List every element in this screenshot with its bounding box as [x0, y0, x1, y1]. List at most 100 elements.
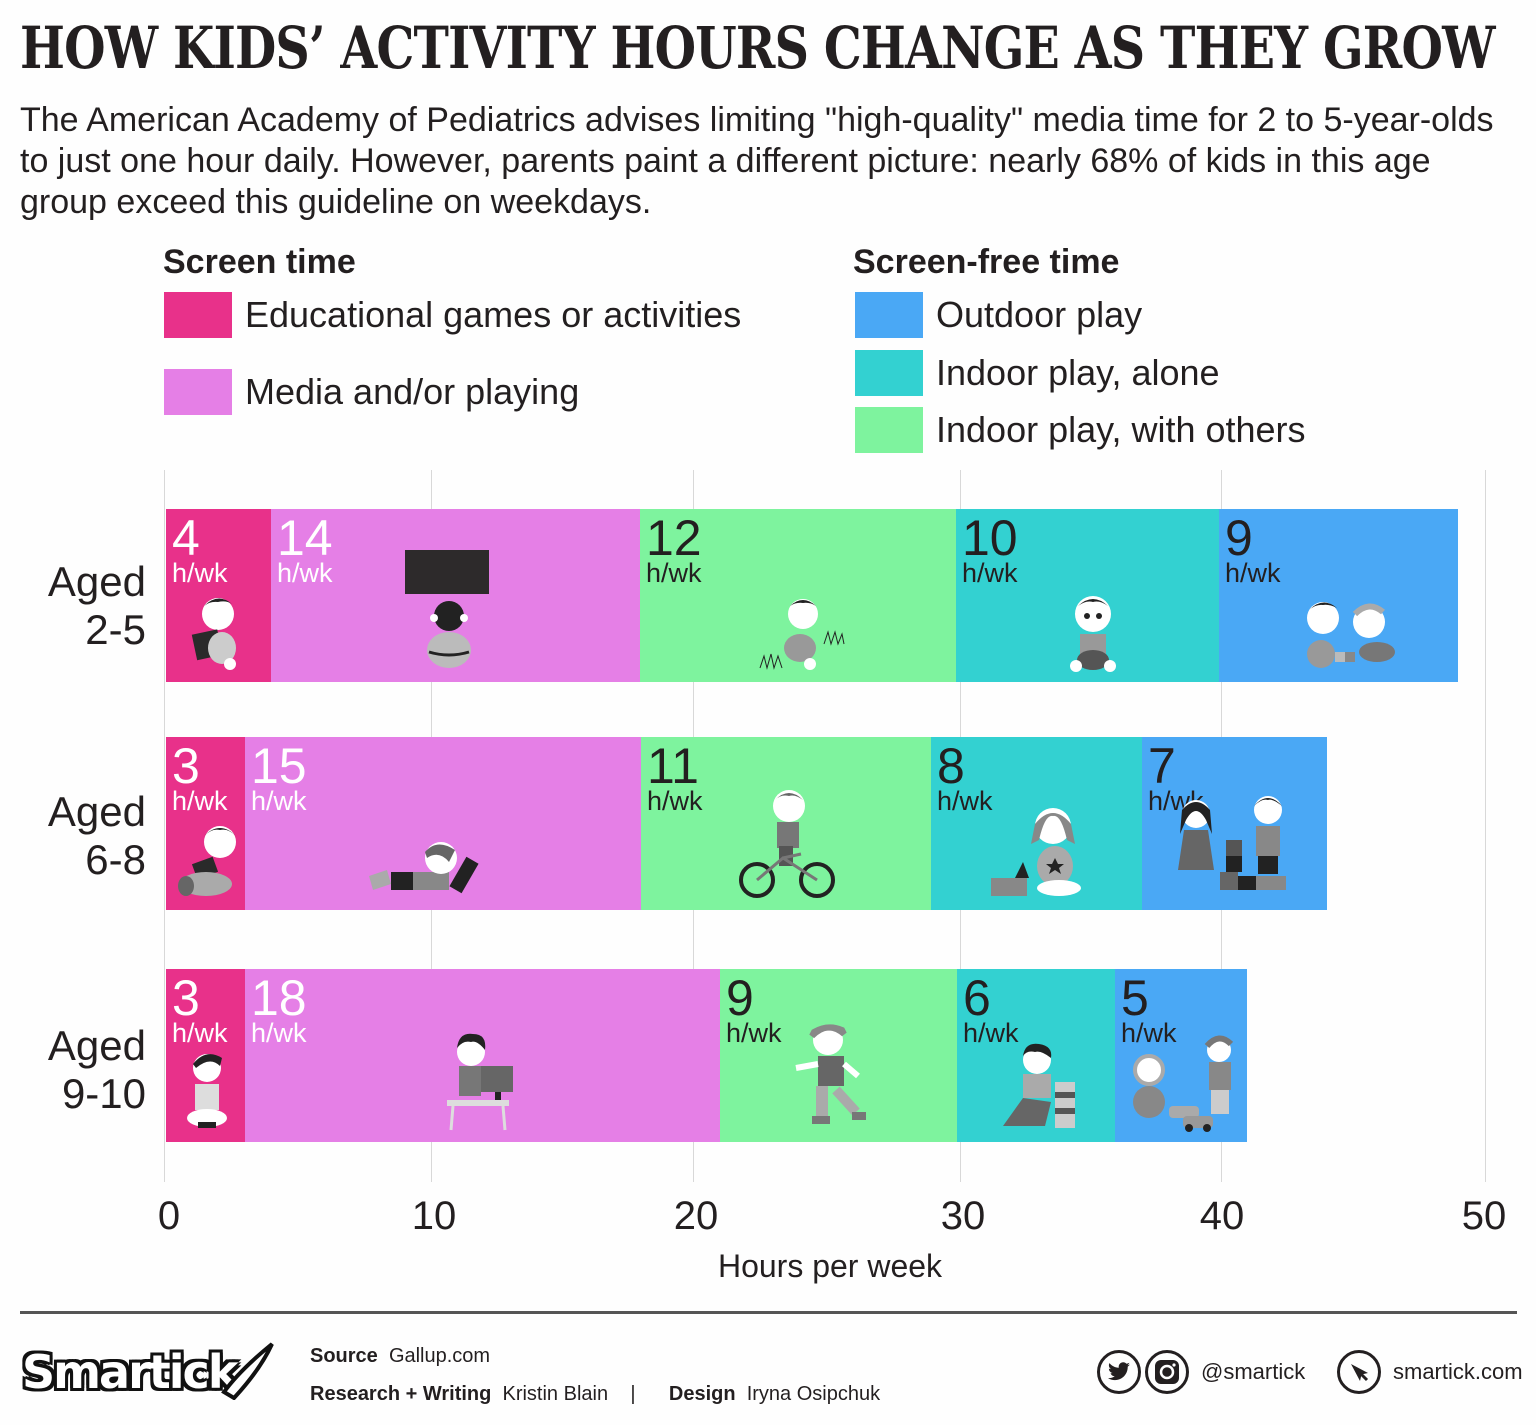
row-label-line: 9-10: [61, 1070, 146, 1117]
child-computer-icon: [447, 1033, 513, 1131]
x-tick-10: 10: [411, 1194, 457, 1238]
source-label: Source: [310, 1345, 378, 1367]
legend-screen-time: Screen time: [163, 243, 356, 282]
bar-segment-indoor-others: 11 h/wk: [641, 737, 931, 910]
row-label-line: Aged: [47, 788, 146, 835]
swatch-media: [164, 369, 232, 415]
bar-segment-educational: 3 h/wk: [166, 737, 245, 910]
design-label: Design: [668, 1383, 736, 1405]
chart-subtitle: The American Academy of Pediatrics advis…: [20, 101, 1494, 221]
segment-value: 9: [726, 970, 754, 1026]
row-label-9-10: Aged 9-10: [0, 1022, 146, 1118]
design-value: Iryna Osipchuk: [746, 1383, 881, 1405]
segment-value: 7: [1148, 738, 1176, 794]
credit-separator: |: [630, 1383, 636, 1405]
legend-item-outdoor: Outdoor play: [855, 292, 1142, 338]
social-handle[interactable]: @smartick: [1097, 1350, 1305, 1394]
cursor-icon: [1337, 1350, 1381, 1394]
x-tick-0: 0: [157, 1194, 181, 1238]
segment-unit: h/wk: [962, 558, 1018, 588]
segment-value: 5: [1121, 970, 1149, 1026]
segment-unit: h/wk: [1121, 1018, 1177, 1048]
bar-segment-indoor-alone: 10 h/wk: [956, 509, 1219, 682]
bar-segment-outdoor: 5 h/wk: [1115, 969, 1247, 1142]
legend-label: Educational games or activities: [245, 294, 742, 335]
child-stacking-icon: [1003, 1043, 1075, 1128]
segment-unit: h/wk: [647, 786, 703, 816]
row-label-line: 6-8: [85, 836, 146, 883]
segment-value: 3: [172, 738, 200, 794]
x-tick-40: 40: [1199, 1194, 1245, 1238]
segment-unit: h/wk: [172, 558, 228, 588]
credit-team: Research + Writing Kristin Blain | Desig…: [310, 1383, 880, 1406]
footer-divider: [20, 1311, 1517, 1314]
child-grass-icon: [759, 599, 845, 670]
chart-title: HOW KIDS’ ACTIVITY HOURS CHANGE AS THEY …: [20, 14, 1496, 82]
legend-heading: Screen time: [163, 243, 356, 281]
x-tick-20: 20: [673, 1194, 719, 1238]
legend-heading: Screen-free time: [853, 243, 1120, 281]
children-building-blocks-icon: [1178, 796, 1286, 890]
child-rollerskates-icon: [795, 1024, 866, 1124]
x-axis-title: Hours per week: [717, 1248, 943, 1284]
bar-aged-6-8: 3 h/wk 15 h/wk 11 h/wk 8 h/wk 7 h/wk: [166, 737, 1327, 910]
segment-unit: h/wk: [937, 786, 993, 816]
segment-value: 15: [251, 738, 307, 794]
bar-aged-9-10: 3 h/wk 18 h/wk 9 h/wk 6 h/wk 5 h/wk: [166, 969, 1247, 1142]
bar-segment-indoor-others: 12 h/wk: [640, 509, 956, 682]
child-tablet-icon: [191, 598, 236, 670]
gridline-50: [1485, 470, 1486, 1182]
segment-value: 9: [1225, 510, 1253, 566]
bar-segment-educational: 4 h/wk: [166, 509, 271, 682]
bar-segment-media: 15 h/wk: [245, 737, 641, 910]
child-watching-tv-icon: [405, 550, 489, 668]
research-label: Research + Writing: [310, 1383, 492, 1405]
row-label-line: 2-5: [85, 606, 146, 653]
child-tablet-icon: [178, 826, 236, 896]
segment-value: 10: [962, 510, 1018, 566]
legend-screen-free-time: Screen-free time: [853, 243, 1119, 282]
instagram-icon[interactable]: [1145, 1350, 1189, 1394]
credit-source: Source Gallup.com: [310, 1345, 490, 1368]
research-value: Kristin Blain: [502, 1383, 609, 1405]
row-label-line: Aged: [47, 1022, 146, 1069]
twitter-icon[interactable]: [1097, 1350, 1141, 1394]
segment-value: 11: [647, 738, 699, 794]
segment-unit: h/wk: [277, 558, 333, 588]
legend-label: Indoor play, with others: [936, 409, 1306, 450]
segment-unit: h/wk: [251, 786, 307, 816]
swatch-indoor-alone: [855, 350, 923, 396]
legend-label: Media and/or playing: [245, 371, 580, 412]
segment-unit: h/wk: [172, 1018, 228, 1048]
bar-segment-educational: 3 h/wk: [166, 969, 245, 1142]
bar-aged-2-5: 4 h/wk 14 h/wk 12 h/wk 10 h/wk 9 h/wk: [166, 509, 1458, 682]
segment-value: 18: [251, 970, 307, 1026]
segment-value: 12: [646, 510, 702, 566]
gridline-0: [164, 470, 165, 1182]
segment-value: 6: [963, 970, 991, 1026]
x-tick-50: 50: [1461, 1194, 1507, 1238]
legend-item-educational: Educational games or activities: [164, 292, 741, 338]
segment-unit: h/wk: [726, 1018, 782, 1048]
website-link[interactable]: smartick.com: [1337, 1350, 1523, 1394]
row-label-6-8: Aged 6-8: [0, 788, 146, 884]
segment-value: 14: [277, 510, 333, 566]
segment-value: 4: [172, 510, 200, 566]
child-shapes-icon: [991, 808, 1081, 896]
child-sitting-icon: [1070, 596, 1116, 672]
children-blocks-icon: [1307, 602, 1395, 668]
swatch-outdoor: [855, 292, 923, 338]
source-value: Gallup.com: [388, 1345, 491, 1367]
child-bicycle-icon: [739, 790, 835, 898]
logo-checkmark-icon: [221, 1342, 274, 1400]
legend-label: Outdoor play: [936, 294, 1143, 335]
row-label-2-5: Aged 2-5: [0, 558, 146, 654]
segment-unit: h/wk: [646, 558, 702, 588]
row-label-line: Aged: [47, 558, 146, 605]
bar-segment-indoor-others: 9 h/wk: [720, 969, 957, 1142]
social-handle-text: @smartick: [1201, 1359, 1306, 1384]
legend-item-indoor-others: Indoor play, with others: [855, 407, 1306, 453]
child-crosslegged-icon: [187, 1054, 227, 1128]
segment-value: 8: [937, 738, 965, 794]
child-lying-tablet-icon: [369, 842, 479, 894]
